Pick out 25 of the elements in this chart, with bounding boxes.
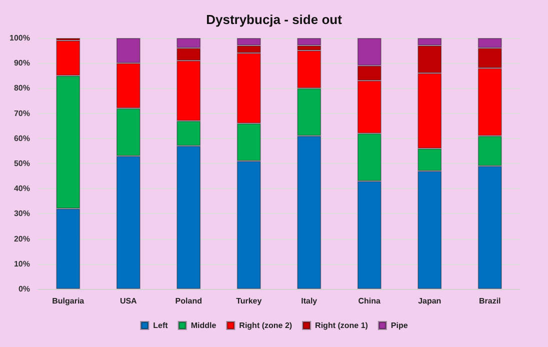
y-tick-label: 10% <box>14 259 30 268</box>
y-tick-label: 100% <box>10 34 30 42</box>
y-tick-label: 60% <box>14 134 30 143</box>
x-tick-label: Poland <box>175 296 202 306</box>
y-tick-label: 40% <box>14 184 30 194</box>
y-tick-label: 30% <box>14 209 30 218</box>
y-tick-label: 50% <box>14 159 30 168</box>
x-tick-label: China <box>358 296 382 306</box>
x-tick-label: Turkey <box>236 296 262 306</box>
x-tick-label: Bulgaria <box>52 296 85 306</box>
legend-label: Right (zone 1) <box>315 321 368 330</box>
x-tick-label: USA <box>120 296 138 306</box>
legend-label: Right (zone 2) <box>239 321 292 330</box>
x-tick-label: Japan <box>418 296 442 306</box>
y-tick-label: 80% <box>14 84 30 93</box>
x-tick-label: Italy <box>301 296 318 306</box>
legend-label: Pipe <box>390 321 408 330</box>
y-tick-label: 20% <box>14 234 30 244</box>
y-tick-label: 0% <box>18 284 30 294</box>
y-tick-label: 90% <box>14 58 30 68</box>
legend-label: Left <box>153 321 168 330</box>
x-tick-label: Brazil <box>478 296 501 306</box>
legend-label: Middle <box>190 321 217 330</box>
y-tick-label: 70% <box>14 108 30 118</box>
chart-title: Dystrybucja - side out <box>206 12 343 27</box>
